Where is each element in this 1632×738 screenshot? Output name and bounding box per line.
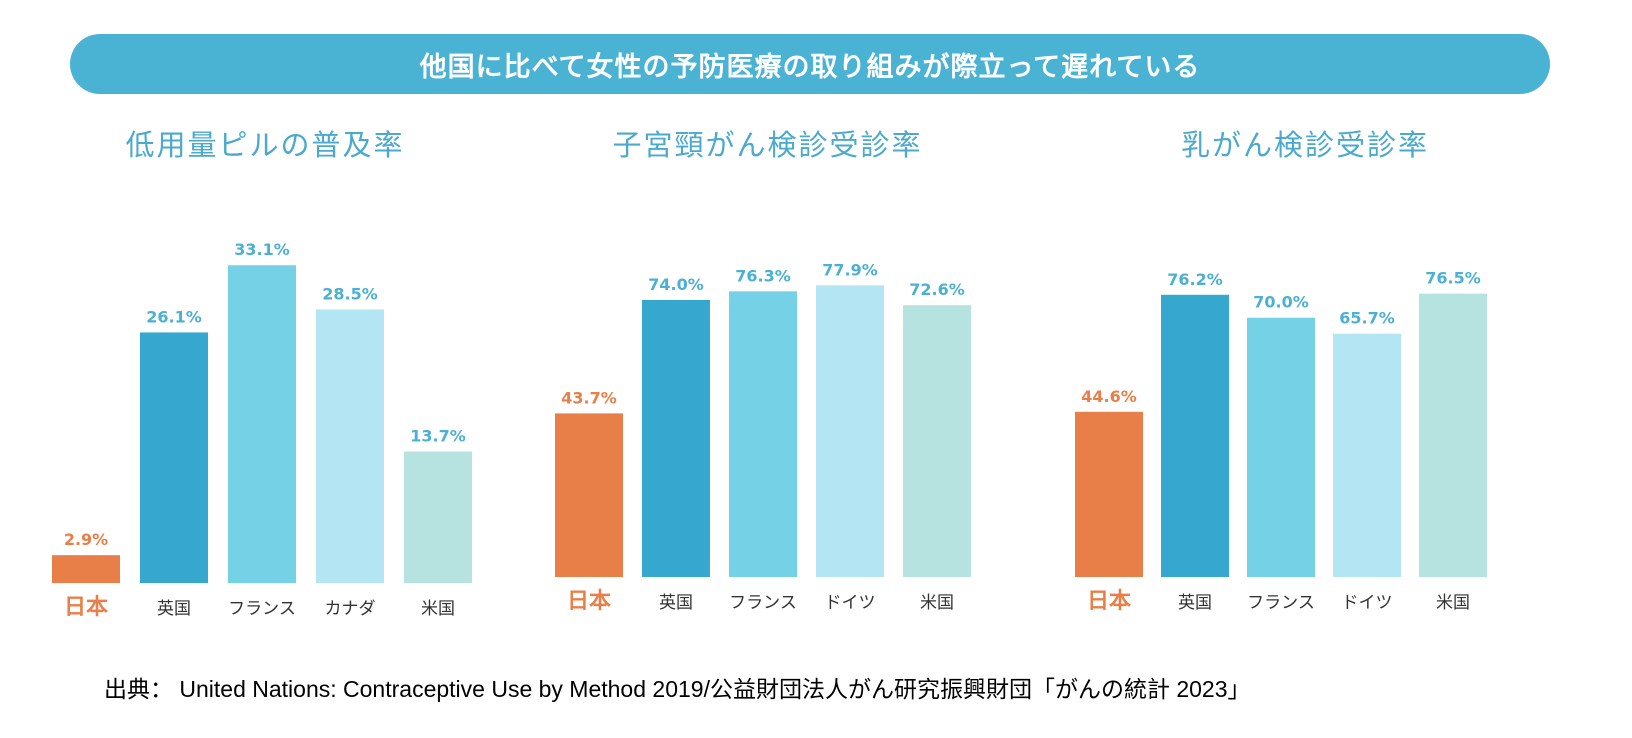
- value-label: 65.7%: [1339, 309, 1395, 328]
- bar-0: [1075, 411, 1143, 577]
- bar-2: [729, 291, 797, 577]
- bar-2: [228, 265, 296, 583]
- chart-cervical-cancer-screening: 子宮頸がん検診受診率 43.7% 日本 74.0% 英国 76.3% フランス 77.9% ド…: [545, 110, 990, 650]
- chart-breast-cancer-screening: 乳がん検診受診率 44.6% 日本 76.2% 英国 70.0% フランス 65.7% ドイツ…: [1065, 110, 1545, 650]
- value-label: 28.5%: [322, 284, 378, 303]
- value-label: 72.6%: [909, 280, 965, 299]
- value-label: 76.2%: [1167, 270, 1223, 289]
- bar-2: [1247, 317, 1315, 577]
- chart-banner: 他国に比べて女性の予防医療の取り組みが際立って遅れている: [70, 34, 1550, 94]
- category-label: フランス: [228, 599, 296, 619]
- category-label: 米国: [1436, 593, 1470, 613]
- category-label: 米国: [421, 599, 455, 619]
- category-label: 英国: [157, 599, 191, 619]
- chart-title: 乳がん検診受診率: [1180, 128, 1429, 162]
- bar-4: [903, 305, 971, 577]
- bar-3: [1333, 333, 1401, 577]
- banner-title: 他国に比べて女性の予防医療の取り組みが際立って遅れている: [419, 51, 1201, 83]
- value-label: 44.6%: [1081, 387, 1137, 406]
- category-label: フランス: [1247, 593, 1315, 613]
- chart-plot: 44.6% 日本 76.2% 英国 70.0% フランス 65.7% ドイツ 76.5% 米国: [1075, 269, 1487, 614]
- category-label: 米国: [920, 593, 954, 613]
- chart-title: 低用量ピルの普及率: [125, 128, 405, 162]
- category-label: 日本: [567, 589, 611, 614]
- chart-plot: 2.9% 日本 26.1% 英国 33.1% フランス 28.5% カナダ 13.7% 米国: [52, 240, 472, 620]
- bar-4: [1419, 293, 1487, 577]
- chart-title: 子宮頸がん検診受診率: [612, 128, 923, 162]
- value-label: 76.5%: [1425, 269, 1481, 288]
- category-label: 日本: [64, 595, 108, 620]
- bar-4: [404, 451, 472, 583]
- bar-3: [316, 309, 384, 583]
- bar-1: [140, 332, 208, 583]
- value-label: 74.0%: [648, 275, 704, 294]
- category-label: 英国: [659, 593, 693, 613]
- category-label: 日本: [1087, 589, 1131, 614]
- category-label: ドイツ: [825, 593, 876, 613]
- source-citation: 出典： United Nations: Contraceptive Use by…: [104, 676, 1251, 702]
- value-label: 13.7%: [410, 426, 466, 445]
- bar-1: [642, 299, 710, 577]
- category-label: カナダ: [325, 599, 376, 619]
- chart-low-dose-pill: 低用量ピルの普及率 2.9% 日本 26.1% 英国 33.1% フランス 28.5% カナダ…: [40, 110, 490, 650]
- value-label: 43.7%: [561, 388, 617, 407]
- category-label: 英国: [1178, 593, 1212, 613]
- value-label: 33.1%: [234, 240, 290, 259]
- bar-1: [1161, 294, 1229, 577]
- bar-0: [52, 555, 120, 583]
- category-label: フランス: [729, 593, 797, 613]
- chart-plot: 43.7% 日本 74.0% 英国 76.3% フランス 77.9% ドイツ 72.6% 米国: [555, 260, 971, 614]
- value-label: 77.9%: [822, 260, 878, 279]
- bar-3: [816, 285, 884, 577]
- value-label: 70.0%: [1253, 293, 1309, 312]
- value-label: 76.3%: [735, 266, 791, 285]
- category-label: ドイツ: [1342, 593, 1393, 613]
- value-label: 26.1%: [146, 307, 202, 326]
- bar-0: [555, 413, 623, 577]
- value-label: 2.9%: [64, 530, 108, 549]
